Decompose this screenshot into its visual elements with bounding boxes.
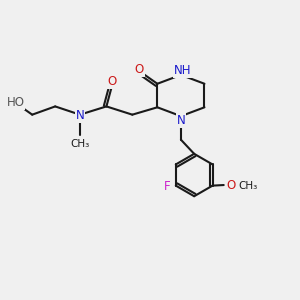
Text: F: F bbox=[164, 180, 171, 193]
Text: CH₃: CH₃ bbox=[238, 181, 258, 190]
Text: N: N bbox=[76, 109, 84, 122]
Text: CH₃: CH₃ bbox=[70, 140, 89, 149]
Text: O: O bbox=[226, 178, 236, 191]
Text: HO: HO bbox=[6, 96, 24, 109]
Text: NH: NH bbox=[174, 64, 191, 77]
Text: O: O bbox=[107, 76, 116, 88]
Text: N: N bbox=[176, 114, 185, 127]
Text: O: O bbox=[134, 63, 144, 76]
